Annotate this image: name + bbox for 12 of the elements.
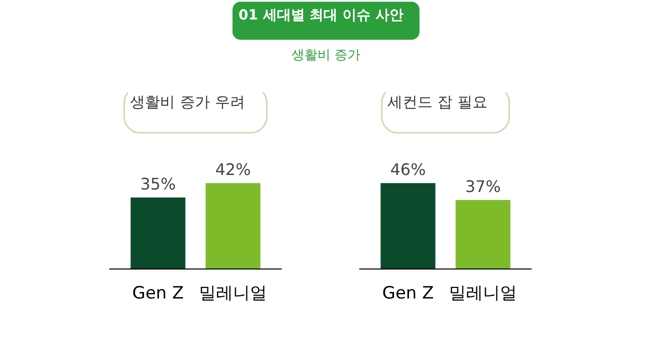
x-tick-label: 밀레니얼	[449, 284, 517, 304]
x-tick-label: Gen Z	[132, 284, 184, 304]
x-tick-label: 밀레니얼	[199, 284, 267, 304]
data-label: 42%	[215, 160, 251, 180]
text: 생활비 증가	[291, 48, 361, 64]
data-label: 37%	[465, 177, 501, 196]
chart-title: 세컨드 잡 필요	[388, 92, 488, 111]
x-tick-label: Gen Z	[382, 284, 434, 304]
data-label: 46%	[390, 160, 426, 180]
chart-title: 생활비 증가 우려	[130, 92, 245, 111]
data-label: 35%	[140, 174, 176, 194]
text: 01 세대별 최대 이슈 사안	[238, 8, 404, 24]
